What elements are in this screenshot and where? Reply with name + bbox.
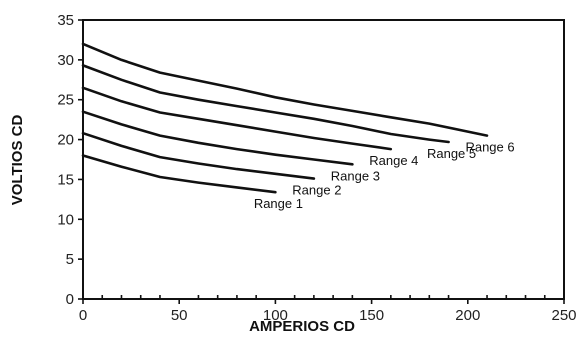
y-tick-label: 30 [57,52,74,69]
x-tick-label: 100 [263,307,288,324]
series-line [81,110,354,166]
series-line [81,131,316,180]
series-lines [81,42,489,194]
x-tick-label: 0 [79,307,87,324]
plot-frame [82,19,565,300]
y-tick-label: 35 [57,12,74,29]
y-tick-label: 15 [57,171,74,188]
tick-labels: 0 5 10 15 20 25 30 35 0 50 100 150 200 250 [57,12,576,324]
series-label: Range 3 [331,168,380,183]
series-label: Range 6 [465,140,514,155]
y-axis-title: VOLTIOS CD [9,115,26,206]
series-label: Range 4 [369,153,418,168]
series-line [81,42,489,137]
series-label: Range 1 [254,196,303,211]
series-line [81,154,277,194]
series-label: Range 2 [292,183,341,198]
x-tick-label: 250 [551,307,576,324]
series-line [81,64,450,144]
x-tick-label: 150 [359,307,384,324]
axis-ticks [78,19,565,304]
y-tick-label: 25 [57,92,74,109]
x-tick-label: 50 [171,307,188,324]
x-axis-title: AMPERIOS CD [249,318,355,335]
series-label: Range 5 [427,146,476,161]
y-tick-label: 5 [66,251,74,268]
y-tick-label: 10 [57,211,74,228]
x-tick-label: 200 [455,307,480,324]
series-line [81,86,393,151]
y-tick-label: 20 [57,132,74,149]
y-tick-label: 0 [66,291,74,308]
